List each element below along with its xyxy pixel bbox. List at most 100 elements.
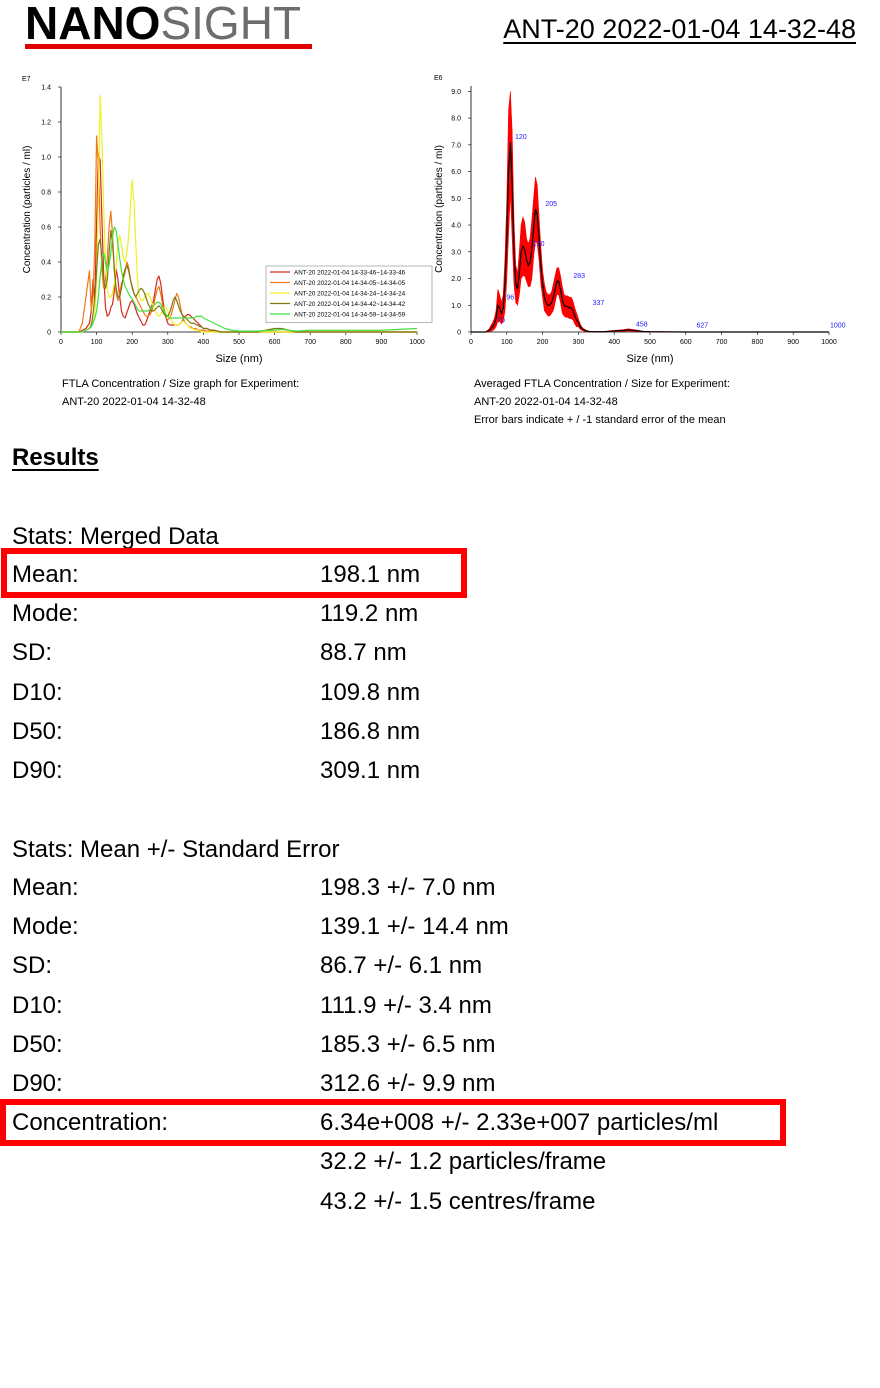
stat-row: 32.2 +/- 1.2 particles/frame — [12, 1147, 872, 1177]
stat-value: 198.1 nm — [320, 561, 421, 588]
peak-label: 1000 — [830, 323, 846, 330]
x-tick-label: 500 — [233, 339, 245, 346]
stat-value: 139.1 +/- 14.4 nm — [320, 913, 509, 941]
x-tick-label: 800 — [752, 339, 764, 346]
logo-underline — [25, 44, 312, 49]
stat-value: 312.6 +/- 9.9 nm — [320, 1070, 496, 1097]
x-tick-label: 100 — [501, 339, 513, 346]
experiment-title: ANT-20 2022-01-04 14-32-48 — [503, 14, 856, 44]
y-axis-title: Concentration (particles / ml) — [434, 145, 445, 273]
y-tick-label: 9.0 — [451, 89, 461, 96]
y-tick-label: 0.8 — [41, 190, 51, 197]
peak-label: 283 — [573, 273, 585, 280]
series-line-mean — [471, 142, 829, 333]
x-tick-label: 600 — [269, 339, 281, 346]
y-tick-label: 2.0 — [451, 276, 461, 283]
stat-label: D90: — [12, 1070, 63, 1097]
peak-label: 458 — [636, 321, 648, 328]
stat-label: D50: — [12, 1030, 63, 1058]
y-tick-label: 6.0 — [451, 169, 461, 176]
y-tick-label: 4.0 — [451, 223, 461, 230]
results-heading: Results — [12, 444, 99, 471]
x-tick-label: 700 — [304, 339, 316, 346]
stat-label: Concentration: — [12, 1109, 169, 1137]
stat-row: SD: 86.7 +/- 6.1 nm — [12, 951, 872, 981]
stat-row: D50: 186.8 nm — [12, 717, 872, 747]
chart-ftla-individual-caption: FTLA Concentration / Size graph for Expe… — [62, 375, 299, 411]
x-tick-label: 0 — [59, 339, 63, 346]
chart-ftla-averaged: 0 100 200 300 400 500 600 700 800 900 1000 0 1.0 2.0 3… — [430, 75, 860, 370]
stat-row: D90: 309.1 nm — [12, 756, 872, 786]
chart-ftla-averaged-caption: Averaged FTLA Concentration / Size for E… — [474, 375, 730, 429]
stat-value: 6.34e+008 +/- 2.33e+007 particles/ml — [320, 1109, 719, 1137]
merged-stats-title: Stats: Merged Data — [12, 523, 219, 550]
peak-label: 120 — [515, 134, 527, 141]
x-tick-label: 100 — [91, 339, 103, 346]
x-tick-label: 700 — [716, 339, 728, 346]
stat-row: D10: 111.9 +/- 3.4 nm — [12, 991, 872, 1021]
stat-value: 111.9 +/- 3.4 nm — [320, 991, 492, 1019]
logo-light-text: SIGHT — [160, 0, 302, 49]
stat-row: Mean: 198.1 nm — [12, 560, 872, 590]
series-line — [61, 229, 417, 333]
stat-value: 186.8 nm — [320, 717, 421, 745]
y-exponent-label: E6 — [434, 75, 443, 82]
stat-value: 88.7 nm — [320, 639, 407, 667]
legend-box — [265, 265, 433, 323]
x-tick-label: 0 — [469, 339, 473, 346]
stat-row: D50: 185.3 +/- 6.5 nm — [12, 1030, 872, 1060]
stat-row: Mode: 119.2 nm — [12, 599, 872, 629]
x-tick-label: 900 — [787, 339, 799, 346]
y-tick-label: 1.4 — [41, 85, 51, 92]
stat-label: D90: — [12, 757, 63, 784]
stat-row: Concentration: 6.34e+008 +/- 2.33e+007 pa… — [12, 1108, 872, 1138]
legend-label: ANT-20 2022-01-04 14-33-46~14-33-46 — [294, 270, 406, 277]
peak-label: 627 — [696, 323, 708, 330]
chart-ftla-individual: 0 100 200 300 400 500 600 700 800 900 1000 0 0.2 0.4 0… — [14, 75, 434, 370]
stat-value: 185.3 +/- 6.5 nm — [320, 1030, 496, 1058]
stat-label: Mean: — [12, 874, 79, 901]
caption-line: Averaged FTLA Concentration / Size for E… — [474, 378, 730, 390]
series-line — [61, 95, 417, 333]
nanosight-logo: NANOSIGHT — [25, 0, 301, 46]
x-tick-label: 1000 — [409, 339, 425, 346]
y-tick-label: 7.0 — [451, 142, 461, 149]
peak-label: 96 — [506, 295, 514, 302]
x-axis-title: Size (nm) — [626, 353, 673, 365]
stat-label: Mode: — [12, 913, 79, 941]
x-tick-label: 300 — [162, 339, 174, 346]
y-axis-title: Concentration (particles / ml) — [22, 146, 33, 274]
legend-label: ANT-20 2022-01-04 14-34-05~14-34-05 — [294, 280, 406, 287]
peak-label: 337 — [593, 300, 605, 307]
x-tick-label: 400 — [198, 339, 210, 346]
stat-label: SD: — [12, 639, 53, 667]
stat-value: 119.2 nm — [320, 600, 419, 628]
y-tick-label: 0.6 — [41, 225, 51, 232]
peak-label: 170 — [533, 241, 545, 248]
highlight-box-mean — [1, 548, 467, 598]
legend-label: ANT-20 2022-01-04 14-34-42~14-34-42 — [294, 301, 406, 308]
legend-label: ANT-20 2022-01-04 14-34-59~14-34-59 — [294, 312, 406, 319]
stat-row: Mean: 198.3 +/- 7.0 nm — [12, 873, 872, 903]
x-tick-label: 900 — [376, 339, 388, 346]
stat-label: SD: — [12, 952, 53, 980]
y-tick-label: 0.2 — [41, 295, 51, 302]
peak-label: 205 — [545, 201, 557, 208]
y-tick-label: 0 — [457, 330, 461, 337]
stat-label: D10: — [12, 991, 63, 1019]
x-tick-label: 500 — [644, 339, 656, 346]
y-tick-label: 8.0 — [451, 116, 461, 123]
stat-row: D90: 312.6 +/- 9.9 nm — [12, 1069, 872, 1099]
peak-label: 70 — [497, 317, 505, 324]
stat-value: 43.2 +/- 1.5 centres/frame — [320, 1187, 596, 1215]
legend-label: ANT-20 2022-01-04 14-34-24~14-34-24 — [294, 291, 406, 298]
stat-row: SD: 88.7 nm — [12, 638, 872, 668]
stat-label: Mode: — [12, 600, 79, 628]
x-tick-label: 200 — [537, 339, 549, 346]
stat-label: Mean: — [12, 561, 79, 588]
stat-value: 32.2 +/- 1.2 particles/frame — [320, 1148, 607, 1176]
y-tick-label: 0.4 — [41, 260, 51, 267]
stat-value: 86.7 +/- 6.1 nm — [320, 952, 483, 980]
stat-label: D10: — [12, 678, 63, 706]
stat-row: 43.2 +/- 1.5 centres/frame — [12, 1187, 872, 1217]
